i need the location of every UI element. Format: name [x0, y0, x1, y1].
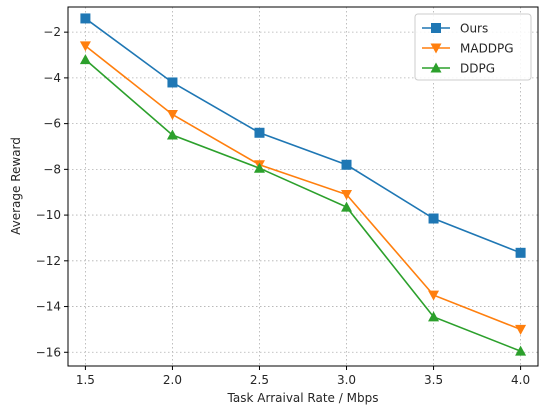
y-tick-label: −6	[43, 117, 61, 131]
legend-marker-maddpg	[430, 43, 442, 54]
y-tick-label: −14	[36, 300, 61, 314]
data-point-ddpg	[341, 201, 353, 212]
plot-frame	[67, 6, 539, 367]
y-tick-label: −12	[36, 254, 61, 268]
data-point-ddpg	[515, 345, 527, 356]
y-axis: −16 −14 −12 −10 −8 −6 −4 −2	[36, 25, 68, 359]
data-point-ours	[80, 13, 91, 24]
x-tick-label: 4.0	[511, 373, 530, 387]
legend-label-ddpg: DDPG	[460, 62, 495, 76]
data-point-ddpg	[79, 54, 91, 65]
data-point-ours	[167, 77, 178, 88]
legend-marker-ours	[431, 23, 441, 33]
x-tick-label: 3.5	[424, 373, 443, 387]
data-point-ours	[515, 247, 526, 258]
y-tick-label: −16	[36, 345, 61, 359]
data-point-maddpg	[341, 190, 353, 201]
y-tick-label: −8	[43, 162, 61, 176]
data-point-ours	[428, 213, 439, 224]
y-axis-label: Average Reward	[9, 137, 23, 235]
data-point-ddpg	[253, 162, 265, 173]
data-point-ours	[254, 127, 265, 138]
data-point-maddpg	[166, 109, 178, 120]
legend: Ours MADDPG DDPG	[414, 13, 532, 81]
series-line-ddpg	[84, 58, 521, 352]
x-tick-label: 2.0	[163, 373, 182, 387]
series-line-maddpg	[84, 45, 521, 331]
x-axis: 1.5 2.0 2.5 3.0 3.5 4.0	[76, 366, 530, 387]
x-axis-label: Task Arraival Rate / Mbps	[227, 391, 379, 405]
data-point-ddpg	[166, 129, 178, 140]
y-tick-label: −4	[43, 71, 61, 85]
legend-box	[414, 13, 532, 81]
series-group	[79, 13, 527, 356]
x-tick-label: 3.0	[337, 373, 356, 387]
data-point-maddpg	[428, 290, 440, 301]
legend-label-maddpg: MADDPG	[460, 42, 514, 56]
legend-label-ours: Ours	[460, 22, 488, 36]
data-point-ours	[341, 159, 352, 170]
y-tick-label: −2	[43, 25, 61, 39]
legend-marker-ddpg	[430, 62, 442, 73]
x-tick-label: 2.5	[250, 373, 269, 387]
data-point-maddpg	[79, 41, 91, 52]
y-tick-label: −10	[36, 208, 61, 222]
series-line-ours	[84, 17, 521, 254]
data-point-maddpg	[515, 324, 527, 335]
data-point-ddpg	[428, 311, 440, 322]
x-tick-label: 1.5	[76, 373, 95, 387]
